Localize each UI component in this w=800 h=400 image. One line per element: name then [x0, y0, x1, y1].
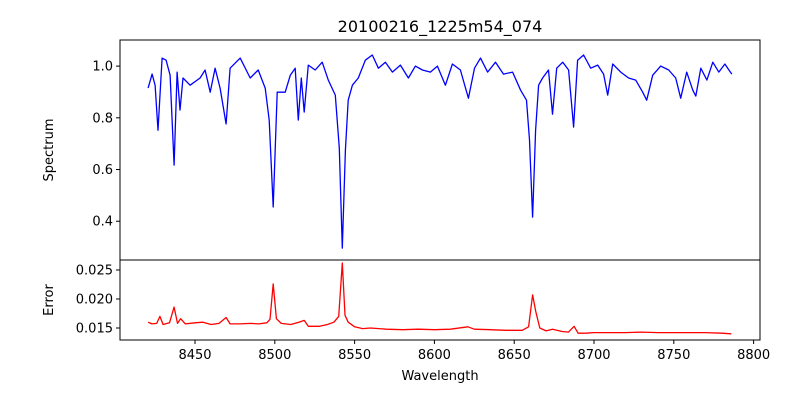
error-xtick-label: 8450	[178, 348, 211, 363]
spectrum-line	[147, 54, 733, 249]
error-xtick-label: 8750	[657, 348, 690, 363]
spectrum-axes: 0.4 0.6 0.8 1.0	[92, 39, 761, 261]
error-xtick-label: 8600	[418, 348, 451, 363]
error-axes: 0.015 0.020 0.025 8450 8500 8550 8600 8650 8700 8…	[76, 259, 770, 363]
error-xtick-label: 8700	[577, 348, 610, 363]
spectrum-ytick-label: 0.8	[92, 111, 113, 126]
spectrum-ylabel: Spectrum	[42, 119, 57, 182]
error-axes-frame	[119, 259, 761, 341]
chart-title: 20100216_1225m54_074	[338, 17, 543, 37]
error-ytick-label: 0.015	[76, 321, 113, 336]
xlabel: Wavelength	[401, 369, 478, 384]
error-line	[147, 262, 732, 335]
spectrum-ytick-label: 0.6	[92, 163, 113, 178]
error-ylabel: Error	[42, 284, 57, 316]
error-xtick-label: 8650	[498, 348, 531, 363]
error-xtick-label: 8800	[737, 348, 770, 363]
spectrum-ytick-label: 0.4	[92, 215, 113, 230]
error-ytick-label: 0.020	[76, 292, 113, 307]
error-ytick-label: 0.025	[76, 263, 113, 278]
spectrum-ytick-label: 1.0	[92, 60, 113, 75]
error-xtick-label: 8500	[258, 348, 291, 363]
error-xtick-label: 8550	[338, 348, 371, 363]
